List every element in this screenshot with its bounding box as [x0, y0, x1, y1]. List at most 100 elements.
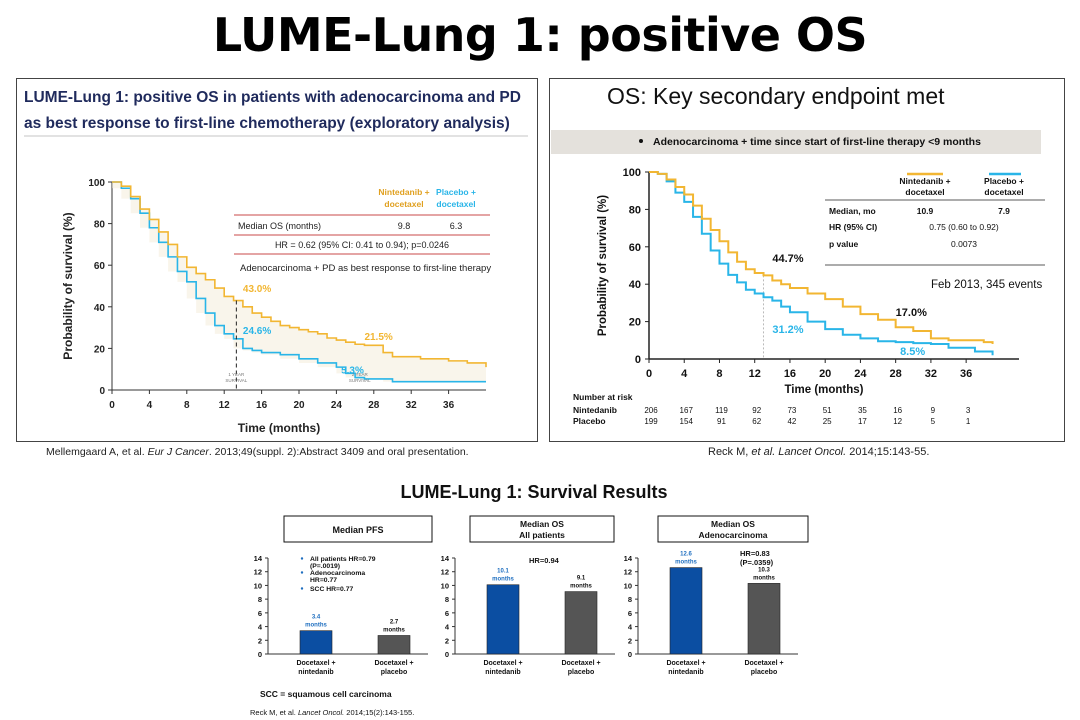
category-label: Docetaxel +: [561, 660, 600, 667]
chart-subtitle: Adenocarcinoma + time since start of fir…: [653, 136, 981, 148]
x-tick-label: 12: [749, 368, 761, 380]
y-tick-label: 8: [445, 595, 449, 604]
y-tick-label: 10: [624, 581, 632, 590]
bar-nintedanib: [486, 584, 520, 655]
risk-value: 62: [752, 417, 761, 426]
x-tick-label: 8: [716, 368, 722, 380]
y-tick-label: 0: [628, 650, 632, 659]
bar-value-label: 10.3: [758, 567, 770, 573]
risk-value: 12: [893, 417, 902, 426]
y-tick-label: 20: [629, 317, 641, 329]
panel-title-box: [469, 515, 615, 543]
bar-value-label: months: [753, 575, 775, 581]
bar-nintedanib: [299, 630, 333, 655]
y-tick-label: 40: [629, 279, 641, 291]
x-tick-label: 36: [443, 400, 455, 411]
x-tick-label: 20: [293, 400, 305, 411]
y-tick-label: 12: [624, 568, 632, 577]
x-tick-label: 32: [406, 400, 418, 411]
x-tick-label: 16: [256, 400, 268, 411]
category-label: Docetaxel +: [296, 660, 335, 667]
panel-title: Adenocarcinoma: [699, 530, 768, 540]
risk-value: 92: [752, 406, 761, 415]
risk-value: 9: [931, 406, 936, 415]
bar-value-label: 2.7: [390, 619, 399, 625]
category-label: nintedanib: [298, 669, 333, 676]
risk-value: 3: [966, 406, 971, 415]
citation-left-journal: Eur J Cancer: [147, 446, 209, 458]
risk-table-title: Number at risk: [573, 392, 633, 402]
table-row-label: p value: [829, 239, 859, 249]
table-header-placebo: docetaxel: [436, 199, 475, 209]
annotation-label: 8.5%: [900, 346, 925, 358]
nintedanib-curve: [112, 181, 487, 368]
bar-nintedanib: [669, 567, 703, 655]
risk-row-label: Nintedanib: [573, 405, 617, 415]
risk-value: 167: [680, 406, 694, 415]
y-tick-label: 10: [441, 581, 449, 590]
y-tick-label: 0: [258, 650, 262, 659]
y-axis-label: Probability of survival (%): [61, 212, 75, 359]
risk-value: 51: [823, 406, 832, 415]
y-tick-label: 14: [254, 554, 263, 563]
km-chart-adenocarcinoma-pd: LUME-Lung 1: positive OS in patients wit…: [16, 78, 538, 442]
risk-value: 199: [644, 417, 658, 426]
bar-value-label: months: [570, 584, 592, 590]
y-tick-label: 80: [629, 204, 641, 216]
subtitle-band: [551, 130, 1041, 154]
y-tick-label: 8: [258, 595, 262, 604]
nintedanib-curve: [649, 171, 994, 345]
reference-details: 2014;15(2):143-155.: [344, 708, 414, 717]
annotation-label: 44.7%: [772, 253, 803, 265]
x-tick-label: 24: [854, 368, 867, 380]
chart-frame: [16, 78, 538, 442]
risk-value: 16: [893, 406, 902, 415]
annotation-label: 24.6%: [243, 326, 271, 337]
bars-heading: LUME-Lung 1: Survival Results: [400, 482, 667, 502]
panel-note: HR=0.77: [310, 577, 337, 584]
annotation-label: 17.0%: [896, 307, 927, 319]
bar-panel: Median PFS 0 2 4 6 8 10 12 14 3.4 months Docetaxel …: [254, 515, 433, 676]
x-tick-label: 8: [184, 400, 190, 411]
two-year-marker-label: SURVIVAL: [349, 378, 371, 383]
events-note: Feb 2013, 345 events: [931, 279, 1042, 291]
bar-value-label: months: [675, 560, 697, 566]
survival-results-bar-charts: LUME-Lung 1: Survival Results Median PFS 0…: [250, 482, 809, 717]
table-value: 9.8: [398, 221, 411, 231]
legend-label-nintedanib: Nintedanib +: [899, 176, 950, 186]
page-title: LUME-Lung 1: positive OS: [212, 8, 868, 62]
citation-left-authors: Mellemgaard A, et al.: [46, 446, 148, 458]
panel-title: Median OS: [711, 519, 755, 529]
risk-value: 1: [966, 417, 971, 426]
panel-title: Median PFS: [332, 525, 383, 535]
category-label: placebo: [751, 669, 777, 676]
note-bullet: [300, 587, 304, 590]
x-tick-label: 0: [646, 368, 652, 380]
bar-value-label: 12.6: [680, 552, 692, 558]
y-tick-label: 60: [94, 261, 106, 272]
bar-value-label: 9.1: [577, 576, 586, 582]
x-tick-label: 4: [681, 368, 688, 380]
category-label: Docetaxel +: [374, 660, 413, 667]
risk-value: 73: [787, 406, 796, 415]
y-tick-label: 40: [94, 303, 106, 314]
table-value: 10.9: [917, 206, 934, 216]
citation-right-details: 2014;15:143-55.: [846, 446, 930, 458]
x-tick-label: 28: [368, 400, 380, 411]
one-year-marker-label: SURVIVAL: [225, 378, 247, 383]
annotation-label: 21.5%: [364, 332, 392, 343]
subtitle-bullet: [639, 139, 643, 143]
y-tick-label: 6: [628, 609, 632, 618]
bar-placebo: [564, 591, 598, 655]
annotation-label: 43.0%: [243, 284, 271, 295]
note-bullet: [300, 571, 304, 574]
y-tick-label: 10: [254, 581, 262, 590]
category-label: Docetaxel +: [666, 660, 705, 667]
bar-placebo: [747, 583, 781, 655]
chart-heading-line1: LUME-Lung 1: positive OS in patients wit…: [24, 89, 521, 106]
y-tick-label: 0: [99, 386, 105, 397]
risk-value: 25: [823, 417, 832, 426]
table-header-placebo: Placebo +: [436, 187, 476, 197]
reference-journal: Lancet Oncol.: [298, 708, 344, 717]
